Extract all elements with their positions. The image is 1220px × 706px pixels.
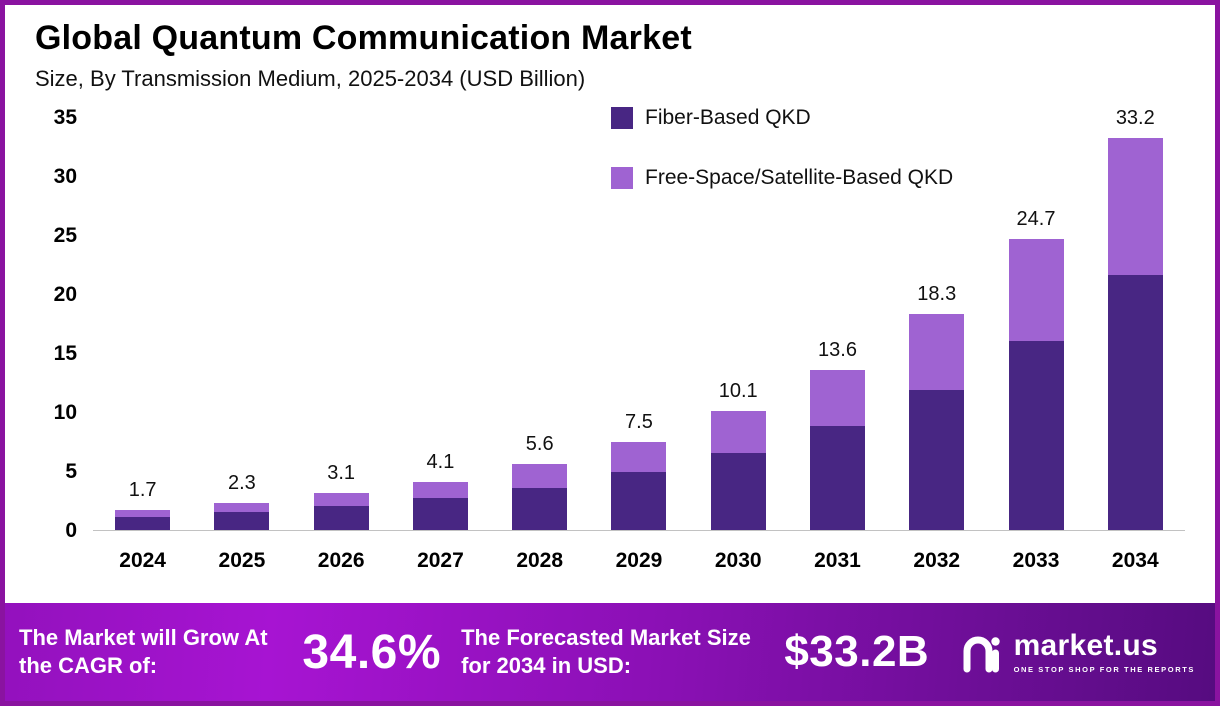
stacked-bar bbox=[809, 369, 865, 530]
bar-total-label: 13.6 bbox=[818, 338, 857, 361]
legend-label: Fiber-Based QKD bbox=[645, 106, 811, 129]
stacked-bar bbox=[611, 441, 667, 530]
x-tick-label: 2032 bbox=[913, 549, 961, 572]
bar-total-label: 3.1 bbox=[327, 462, 356, 485]
forecast-label: The Forecasted Market Size for 2034 in U… bbox=[461, 624, 751, 678]
bar-slot: 1.7 bbox=[93, 118, 192, 530]
bar-segment bbox=[1107, 138, 1163, 276]
bar-slot: 5.6 bbox=[490, 118, 589, 530]
x-tick-label: 2031 bbox=[814, 549, 861, 572]
bar-segment bbox=[809, 369, 865, 427]
bar-slot: 13.6 bbox=[788, 118, 887, 530]
chart-subtitle: Size, By Transmission Medium, 2025-2034 … bbox=[35, 66, 586, 91]
bar-slot: 24.7 bbox=[986, 118, 1085, 530]
marketus-logo-icon bbox=[963, 636, 1000, 673]
bar-total-label: 18.3 bbox=[917, 283, 957, 306]
bar-slot: 2.3 bbox=[192, 118, 291, 530]
logo-tagline: One Stop Shop For The Reports bbox=[1013, 664, 1195, 674]
bar-segment bbox=[115, 509, 171, 517]
bar-slot: 10.1 bbox=[689, 118, 788, 530]
bar-total-label: 7.5 bbox=[625, 410, 653, 433]
bar-segment bbox=[412, 481, 468, 499]
cagr-value: 34.6% bbox=[302, 625, 442, 679]
stacked-bar bbox=[412, 481, 468, 530]
plot-area: 1.7 2.3 3.1 4.1 5.6 7.5 10.1 13.6 18.3 24.7 33.2 bbox=[93, 107, 1185, 531]
x-tick-label: 2033 bbox=[1012, 549, 1060, 572]
x-tick-label: 2029 bbox=[615, 549, 663, 572]
bar-slot: 4.1 bbox=[391, 118, 490, 530]
x-tick-label: 2028 bbox=[516, 549, 564, 572]
bar-segment bbox=[214, 502, 270, 513]
stacked-bar bbox=[1008, 238, 1064, 530]
x-tick-label: 2027 bbox=[417, 549, 464, 572]
stacked-bar bbox=[512, 463, 568, 530]
stacked-bar bbox=[710, 410, 766, 530]
bar-segment bbox=[214, 512, 270, 530]
bar-total-label: 33.2 bbox=[1115, 107, 1155, 130]
bar-segment bbox=[909, 389, 965, 530]
bar-segment bbox=[809, 426, 865, 530]
bar-slot: 18.3 bbox=[887, 118, 986, 530]
legend-label: Free-Space/Satellite-Based QKD bbox=[645, 166, 954, 189]
stacked-bar bbox=[909, 314, 965, 530]
bar-segment bbox=[611, 441, 667, 473]
bar-segment bbox=[313, 493, 369, 507]
x-axis: 2024 2025 2026 2027 2028 2029 2030 2031 2032 2033… bbox=[93, 549, 1185, 573]
x-tick-label: 2034 bbox=[1111, 549, 1159, 572]
bar-segment bbox=[412, 498, 468, 530]
legend: Fiber-Based QKD Free-Space/Satellite-Bas… bbox=[611, 106, 953, 190]
bar-segment bbox=[313, 506, 369, 530]
y-axis: 35 30 25 20 15 10 5 0 bbox=[53, 106, 77, 542]
bar-segment bbox=[710, 453, 766, 530]
bar-segment bbox=[115, 517, 171, 530]
bar-segment bbox=[710, 410, 766, 454]
bar-segment bbox=[512, 487, 568, 530]
x-tick-label: 2025 bbox=[218, 549, 266, 572]
bar-total-label: 1.7 bbox=[128, 478, 157, 501]
stacked-bar bbox=[214, 502, 270, 530]
legend-item-freespace: Free-Space/Satellite-Based QKD bbox=[611, 166, 953, 190]
bar-total-label: 2.3 bbox=[227, 471, 256, 494]
chart: 35 30 25 20 15 10 5 0 Fiber-Based QKD Free-Spac… bbox=[35, 106, 1185, 573]
freespace-swatch-icon bbox=[611, 167, 633, 189]
cagr-label: The Market will Grow At the CAGR of: bbox=[19, 624, 268, 678]
plot-column: Fiber-Based QKD Free-Space/Satellite-Bas… bbox=[93, 106, 1185, 573]
bar-segment bbox=[1008, 341, 1064, 530]
bar-segment bbox=[512, 463, 568, 488]
stacked-bar bbox=[115, 509, 171, 530]
chart-section: Global Quantum Communication Market Size… bbox=[5, 5, 1215, 603]
marketus-logo: market.us One Stop Shop For The Reports bbox=[959, 629, 1201, 675]
stacked-bar bbox=[313, 493, 369, 530]
logo-name: market.us bbox=[1013, 629, 1159, 663]
legend-item-fiber: Fiber-Based QKD bbox=[611, 106, 953, 130]
bar-slot: 3.1 bbox=[292, 118, 391, 530]
bar-total-label: 4.1 bbox=[426, 450, 455, 473]
bar-segment bbox=[1008, 238, 1064, 342]
forecast-value: $33.2B bbox=[784, 627, 930, 676]
chart-title: Global Quantum Communication Market bbox=[35, 19, 692, 57]
bar-segment bbox=[909, 314, 965, 390]
x-tick-label: 2030 bbox=[714, 549, 762, 572]
bar-slot: 33.2 bbox=[1086, 107, 1185, 530]
x-tick-label: 2026 bbox=[317, 549, 365, 572]
bar-segment bbox=[1107, 275, 1163, 530]
bar-slot: 7.5 bbox=[589, 118, 688, 530]
bar-total-label: 10.1 bbox=[718, 379, 758, 402]
logo-text-block: market.us One Stop Shop For The Reports bbox=[1014, 630, 1195, 674]
stacked-bar bbox=[1107, 138, 1163, 530]
footer-banner: The Market will Grow At the CAGR of: 34.… bbox=[5, 603, 1215, 701]
bar-total-label: 5.6 bbox=[525, 432, 554, 455]
x-tick-label: 2024 bbox=[119, 549, 166, 572]
bar-total-label: 24.7 bbox=[1016, 207, 1056, 230]
bar-segment bbox=[611, 472, 667, 530]
fiber-swatch-icon bbox=[611, 107, 633, 129]
